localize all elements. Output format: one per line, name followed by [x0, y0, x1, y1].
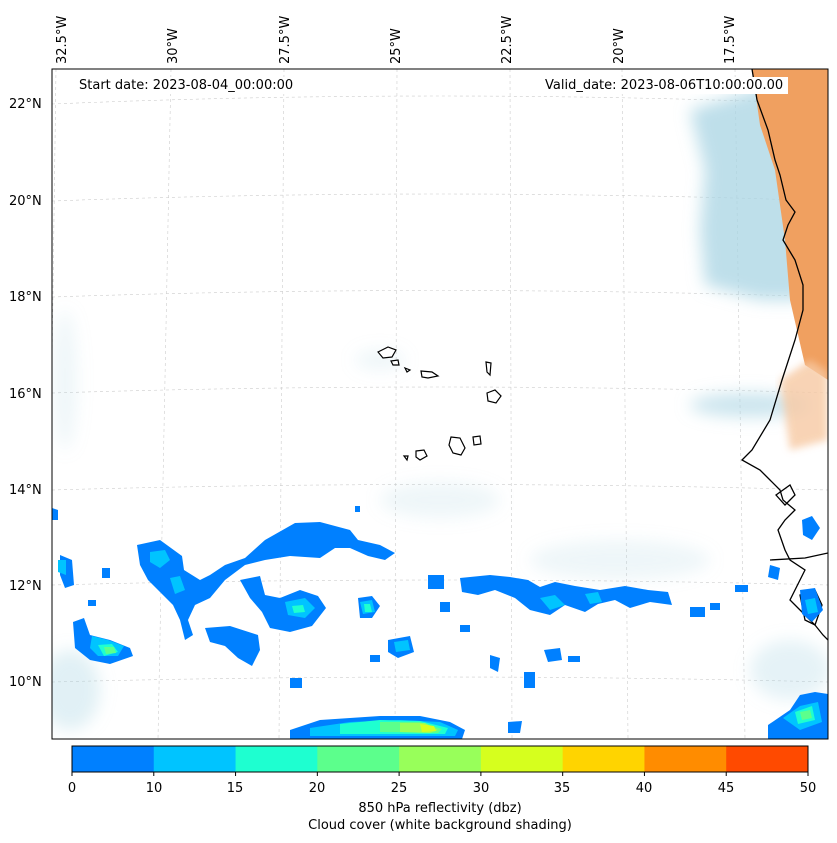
colorbar-bin-15-20	[235, 746, 318, 772]
reflectivity-fill-20-25	[104, 647, 812, 733]
colorbar-tick-50: 50	[799, 781, 817, 796]
colorbar	[72, 746, 809, 772]
lon-label-20w: 20°W	[612, 28, 627, 64]
lon-label-17-5w: 17.5°W	[723, 15, 738, 64]
lon-label-32-5w: 32.5°W	[55, 15, 70, 64]
colorbar-subtitle: Cloud cover (white background shading)	[308, 818, 572, 833]
lon-label-22-5w: 22.5°W	[500, 15, 515, 64]
colorbar-bin-40-45	[644, 746, 727, 772]
cape-verde-islands	[377, 346, 502, 462]
cloud-cover-shading	[52, 85, 828, 730]
reflectivity-fill-0-10	[52, 506, 828, 739]
colorbar-title: 850 hPa reflectivity (dbz)	[358, 801, 522, 816]
colorbar-tick-20: 20	[308, 781, 326, 796]
colorbar-tick-0: 0	[67, 781, 77, 796]
reflectivity-fill-15-20	[98, 604, 815, 734]
colorbar-tick-marks	[71, 772, 809, 776]
lon-label-30w: 30°W	[166, 28, 181, 64]
colorbar-tick-15: 15	[226, 781, 244, 796]
lat-label-22n: 22°N	[9, 97, 42, 112]
colorbar-tick-30: 30	[472, 781, 490, 796]
lon-label-27-5w: 27.5°W	[278, 15, 293, 64]
map-frame	[51, 68, 829, 740]
colorbar-bin-35-40	[562, 746, 645, 772]
colorbar-bin-25-30	[399, 746, 482, 772]
lat-label-12n: 12°N	[9, 579, 42, 594]
land-heat-shading	[752, 69, 828, 450]
colorbar-bin-10-15	[153, 746, 237, 772]
colorbar-bin-30-35	[480, 746, 564, 772]
lat-label-20n: 20°N	[9, 194, 42, 209]
colorbar-bin-45-50	[726, 746, 809, 772]
colorbar-tick-40: 40	[635, 781, 653, 796]
reflectivity-fill-30-35	[420, 724, 436, 732]
lat-label-14n: 14°N	[9, 483, 42, 498]
lat-label-16n: 16°N	[9, 387, 42, 402]
colorbar-tick-10: 10	[145, 781, 163, 796]
valid-date-label: Valid_date: 2023-08-06T10:00:00.00	[540, 77, 789, 94]
lon-label-25w: 25°W	[389, 28, 404, 64]
colorbar-tick-45: 45	[717, 781, 735, 796]
colorbar-bin-0-10	[72, 746, 155, 772]
lat-label-18n: 18°N	[9, 290, 42, 305]
colorbar-frame	[71, 745, 809, 773]
lat-label-10n: 10°N	[9, 675, 42, 690]
colorbar-bin-20-25	[317, 746, 400, 772]
start-date-label: Start date: 2023-08-04_00:00:00	[74, 77, 299, 94]
colorbar-tick-25: 25	[390, 781, 408, 796]
colorbar-tick-35: 35	[553, 781, 571, 796]
